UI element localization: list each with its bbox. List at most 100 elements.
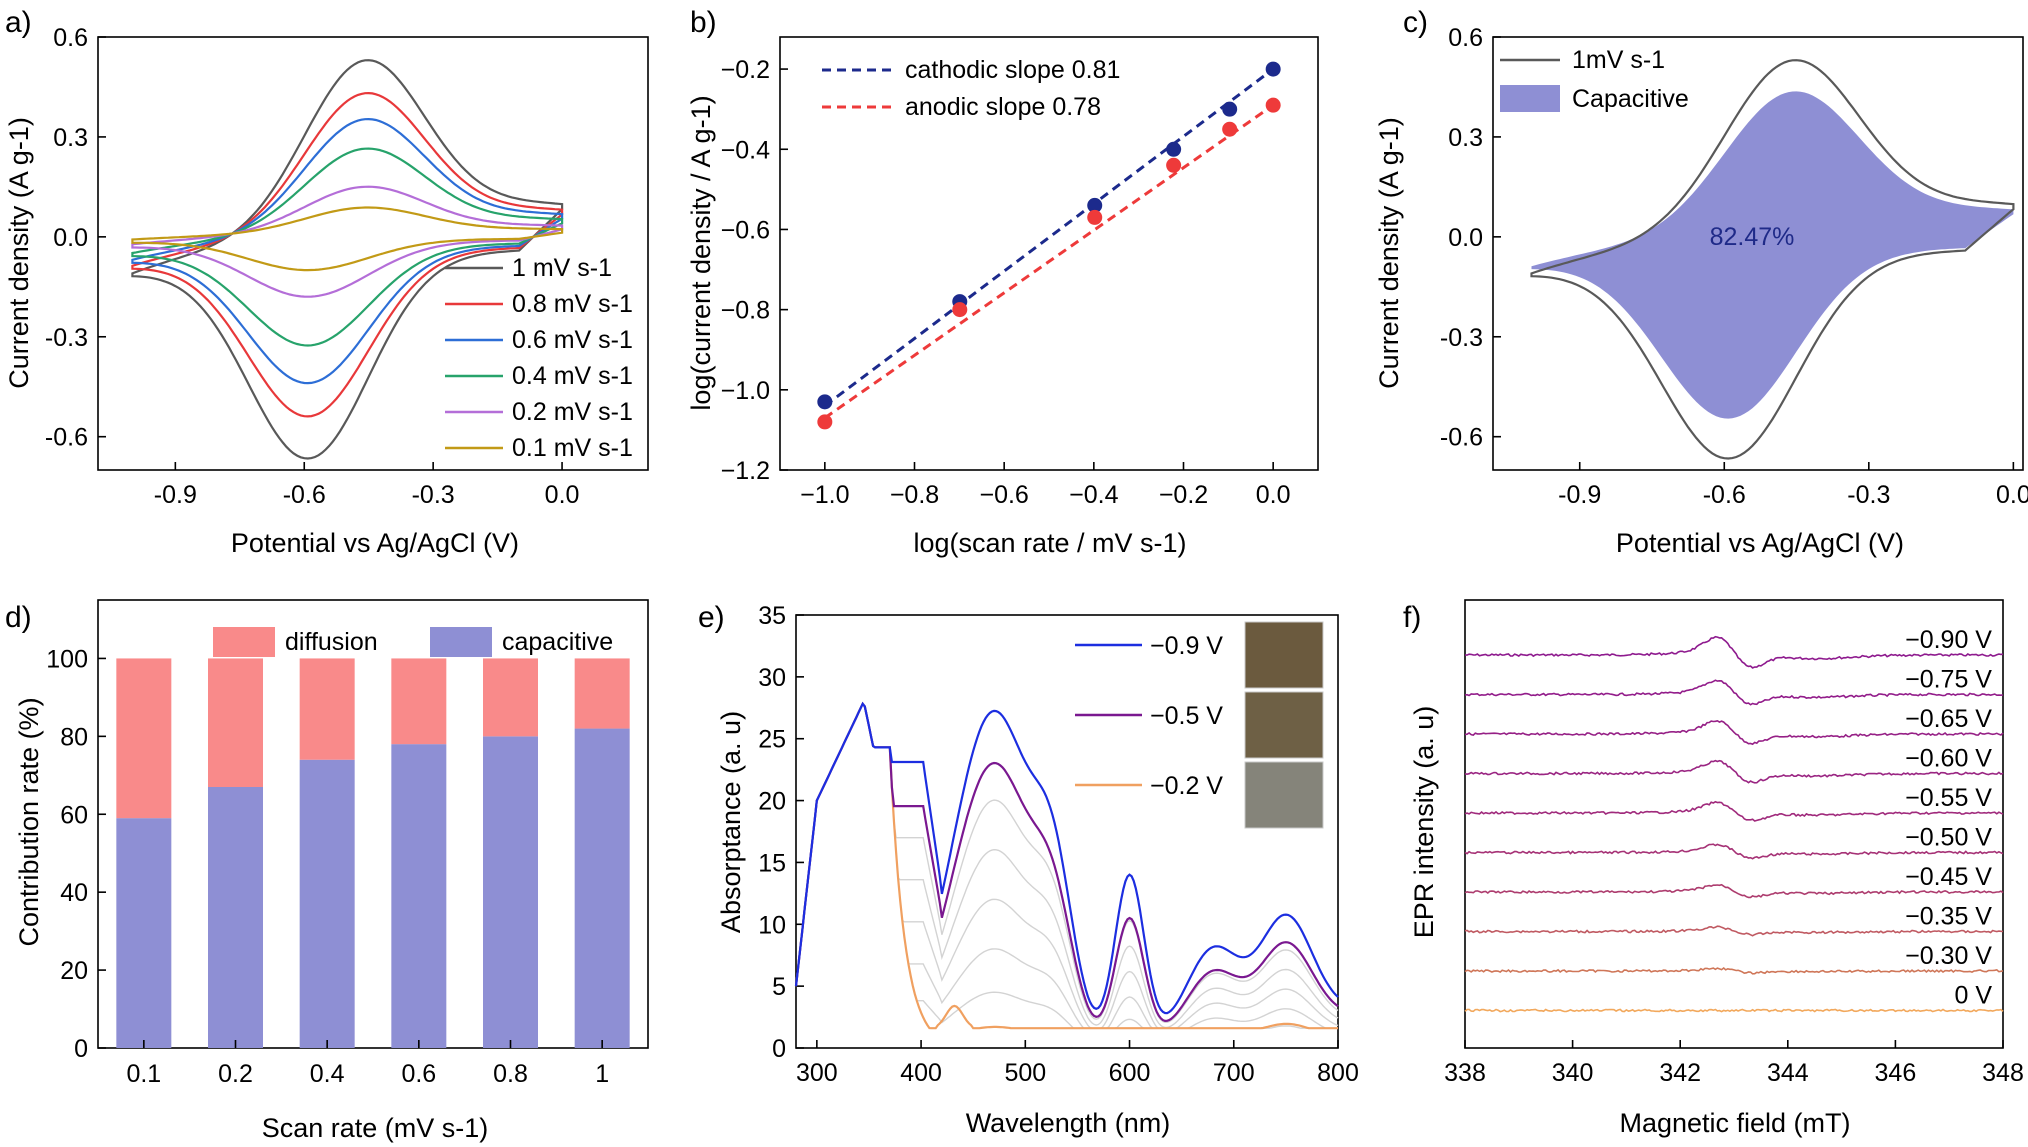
- x-tick-label: 0.4: [310, 1060, 345, 1088]
- capacitive-percent: 82.47%: [1710, 223, 1795, 251]
- y-tick-label: 0.3: [53, 124, 88, 152]
- bar-capacitive: [391, 744, 447, 1048]
- y-tick-label: 0.6: [1448, 24, 1483, 52]
- bar-capacitive: [483, 736, 538, 1048]
- trace-label: 0 V: [1954, 982, 1992, 1010]
- x-axis-title: Potential vs Ag/AgCl (V): [1616, 528, 1904, 558]
- plot-frame: [795, 614, 1339, 1049]
- legend-label: −0.2 V: [1150, 772, 1223, 800]
- y-tick-label: 0: [772, 1035, 786, 1063]
- x-tick-label: 600: [1109, 1059, 1151, 1087]
- x-tick-label: 340: [1552, 1059, 1594, 1087]
- panel-f: 338 340 342 344 346 348 −0.90 V −0.75 V −0.65 V −…: [1403, 599, 2024, 1138]
- y-tick-label: 5: [772, 973, 786, 1001]
- epr-spectrum-9: [1464, 1008, 2004, 1013]
- y-tick-label: 80: [60, 723, 88, 751]
- x-axis-title: Magnetic field (mT): [1619, 1108, 1850, 1138]
- x-tick-label: 400: [900, 1059, 942, 1087]
- y-tick-label: 0: [74, 1035, 88, 1063]
- y-tick-label: 20: [758, 788, 786, 816]
- data-point: [1265, 61, 1281, 77]
- x-tick-label: 0.0: [545, 481, 580, 509]
- data-point: [817, 394, 833, 410]
- x-tick-label: 1: [595, 1060, 609, 1088]
- trace-label: −0.55 V: [1905, 784, 1992, 812]
- y-tick-label: 0.0: [1448, 224, 1483, 252]
- legend-swatch: [430, 627, 492, 657]
- x-tick-label: -0.9: [1558, 481, 1601, 509]
- y-tick-label: -0.3: [1440, 324, 1483, 352]
- trace-label: −0.65 V: [1905, 705, 1992, 733]
- legend-label: 0.4 mV s-1: [512, 362, 633, 390]
- data-point: [1222, 101, 1238, 117]
- y-axis-title: EPR intensity (a. u): [1409, 706, 1439, 939]
- x-tick-label: -0.6: [1703, 481, 1746, 509]
- trace-label: −0.30 V: [1905, 942, 1992, 970]
- trace-label: −0.50 V: [1905, 824, 1992, 852]
- x-tick-label: -0.3: [412, 481, 455, 509]
- x-axis-title: Potential vs Ag/AgCl (V): [231, 528, 519, 558]
- y-tick-label: -0.6: [1440, 424, 1483, 452]
- trace-label: −0.45 V: [1905, 863, 1992, 891]
- y-tick-label: −1.0: [721, 377, 770, 405]
- panel-e: 300 400 500 600 700 800 0 5 10 15 20 25 30 35 −0.9 V −0…: [698, 601, 1359, 1138]
- plot-frame: [779, 36, 1319, 471]
- y-tick-label: 15: [758, 849, 786, 877]
- y-tick-label: -0.6: [45, 424, 88, 452]
- x-tick-label: 346: [1875, 1059, 1917, 1087]
- epr-spectrum-2: [1464, 719, 2004, 746]
- y-tick-label: 0.3: [1448, 124, 1483, 152]
- x-tick-label: 700: [1213, 1059, 1255, 1087]
- panel-c: -0.9 -0.6 -0.3 0.0 -0.6 -0.3 0.0 0.3 0.6 82.47% 1m…: [1374, 6, 2028, 558]
- y-axis-title: log(current density / A g-1): [686, 95, 716, 410]
- x-tick-label: 0.2: [218, 1060, 253, 1088]
- data-point: [1166, 141, 1182, 157]
- bar-diffusion: [116, 658, 172, 819]
- bar-capacitive: [574, 728, 630, 1048]
- legend-label: 0.1 mV s-1: [512, 434, 633, 462]
- panel-label: a): [5, 6, 32, 39]
- x-tick-label: 0.8: [493, 1060, 528, 1088]
- x-tick-label: -0.9: [154, 481, 197, 509]
- cv-curve-1mV: [1530, 59, 2015, 460]
- data-point: [952, 302, 968, 318]
- fit-line-1: [823, 103, 1275, 420]
- legend-label: 1mV s-1: [1572, 46, 1665, 74]
- y-tick-label: 0.0: [53, 224, 88, 252]
- y-axis-title: Contribution rate (%): [14, 697, 44, 946]
- data-point: [1166, 157, 1182, 173]
- epr-spectrum-0: [1464, 635, 2004, 669]
- data-point: [1265, 97, 1281, 113]
- x-tick-label: 342: [1659, 1059, 1701, 1087]
- panel-label: b): [690, 6, 717, 39]
- bar-diffusion: [208, 658, 263, 787]
- y-tick-label: 40: [60, 879, 88, 907]
- bar-diffusion: [391, 658, 447, 745]
- y-tick-label: −1.2: [721, 457, 770, 485]
- epr-spectrum-3: [1464, 759, 2004, 784]
- x-tick-label: −1.0: [800, 481, 849, 509]
- data-point: [1087, 209, 1103, 225]
- x-tick-label: −0.4: [1069, 481, 1118, 509]
- y-axis-title: Current density (A g-1): [1374, 117, 1404, 389]
- plot-frame: [97, 599, 649, 1049]
- legend-label: anodic slope 0.78: [905, 93, 1101, 121]
- legend-label: cathodic slope 0.81: [905, 56, 1120, 84]
- bar-capacitive: [116, 818, 172, 1048]
- data-point: [1222, 121, 1238, 137]
- y-axis-title: Current density (A g-1): [4, 117, 34, 389]
- legend-label: Capacitive: [1572, 85, 1689, 113]
- panel-b: −1.0 −0.8 −0.6 −0.4 −0.2 0.0 −1.2 −1.0 −0.8 −0.6 −…: [686, 6, 1319, 558]
- trace-label: −0.60 V: [1905, 745, 1992, 773]
- x-tick-label: −0.8: [890, 481, 939, 509]
- panel-d: 0 20 40 60 80 100 0.1 0.2 0.4 0.6 0.8 1 diffusion cap…: [5, 599, 649, 1143]
- y-tick-label: 20: [60, 957, 88, 985]
- epr-spectrum-6: [1464, 883, 2004, 899]
- x-tick-label: 0.0: [1996, 481, 2028, 509]
- legend-label: −0.9 V: [1150, 632, 1223, 660]
- legend-label: diffusion: [285, 628, 378, 656]
- y-tick-label: −0.2: [721, 56, 770, 84]
- legend-label: 0.6 mV s-1: [512, 326, 633, 354]
- x-tick-label: 0.0: [1256, 481, 1291, 509]
